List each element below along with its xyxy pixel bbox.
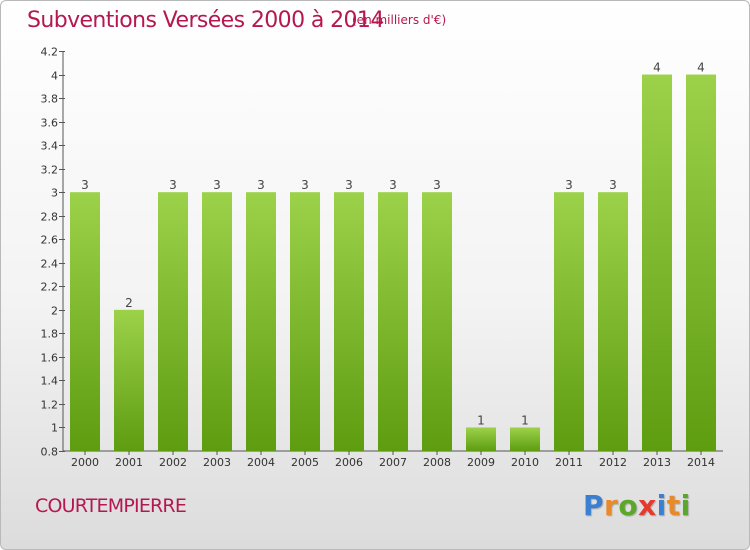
data-label: 4 [653,61,661,75]
x-tick-label: 2003 [203,456,231,469]
bar [642,74,672,451]
data-label: 3 [213,178,221,192]
x-tick-label: 2005 [291,456,319,469]
bar [334,192,364,452]
y-tick-label: 1.4 [41,375,59,388]
data-label: 3 [565,178,573,192]
chart-unit: (en milliers d'€) [352,13,447,27]
commune-name: COURTEMPIERRE [35,495,187,517]
y-tick-label: 1.8 [41,328,59,341]
data-label: 3 [301,178,309,192]
data-label: 3 [609,178,617,192]
y-tick-label: 1.2 [41,399,59,412]
chart-title: Subventions Versées 2000 à 2014 [27,8,384,33]
y-tick-label: 3.4 [41,140,59,153]
bar [686,74,716,451]
y-tick-label: 2.8 [41,211,59,224]
x-tick-label: 2010 [511,456,539,469]
x-tick-label: 2000 [71,456,99,469]
logo-letter: r [604,489,619,522]
chart-axes: 0.8 1 1.2 1.4 1.6 1.8 2 2.2 2.4 2.6 2.8 3 3.2 3.4 3.6 3… [41,46,723,459]
x-tick-label: 2006 [335,456,363,469]
y-tick-label: 3.8 [41,93,59,106]
data-label: 1 [477,413,485,427]
data-label: 3 [81,178,89,192]
x-tick-label: 2004 [247,456,275,469]
data-label: 1 [521,413,529,427]
chart-labels: 2000 3 2001 2 2002 3 2003 3 2004 3 2005 3 2006 3 2007 3… [71,61,715,469]
bar [290,192,320,452]
data-label: 3 [433,178,441,192]
bar [158,192,188,452]
logo-letter: i [680,489,691,522]
y-tick-label: 3 [51,187,58,200]
x-tick-label: 2012 [599,456,627,469]
x-tick-label: 2009 [467,456,495,469]
y-tick-label: 1.6 [41,352,59,365]
y-tick-label: 2.6 [41,234,59,247]
data-label: 3 [169,178,177,192]
x-tick-label: 2014 [687,456,715,469]
y-tick-label: 2.4 [41,258,59,271]
y-tick-label: 3.6 [41,117,59,130]
y-tick-label: 4 [51,70,58,83]
bar [378,192,408,452]
bar [70,192,100,452]
y-tick-label: 3.2 [41,164,59,177]
data-label: 3 [345,178,353,192]
y-tick-label: 2 [51,305,58,318]
logo-letter: o [618,489,639,522]
x-tick-label: 2002 [159,456,187,469]
bar [246,192,276,452]
bar [598,192,628,452]
data-label: 4 [697,61,705,75]
bar [466,427,496,451]
y-tick-label: 2.2 [41,281,59,294]
bar [554,192,584,452]
data-label: 3 [257,178,265,192]
proxiti-logo: Proxiti [583,489,691,522]
logo-letter: x [638,489,657,522]
bar [202,192,232,452]
bar [114,309,144,451]
y-tick-label: 0.8 [41,446,59,459]
bar [510,427,540,451]
logo-letter: P [583,489,605,522]
y-tick-label: 1 [51,422,58,435]
x-tick-label: 2001 [115,456,143,469]
bar [422,192,452,452]
x-tick-label: 2013 [643,456,671,469]
logo-letter: i [656,489,667,522]
data-label: 3 [389,178,397,192]
x-tick-label: 2011 [555,456,583,469]
chart-bars [70,74,716,452]
x-tick-label: 2008 [423,456,451,469]
x-tick-label: 2007 [379,456,407,469]
logo-letter: t [666,489,681,522]
data-label: 2 [125,296,133,310]
y-tick-label: 4.2 [41,46,59,59]
